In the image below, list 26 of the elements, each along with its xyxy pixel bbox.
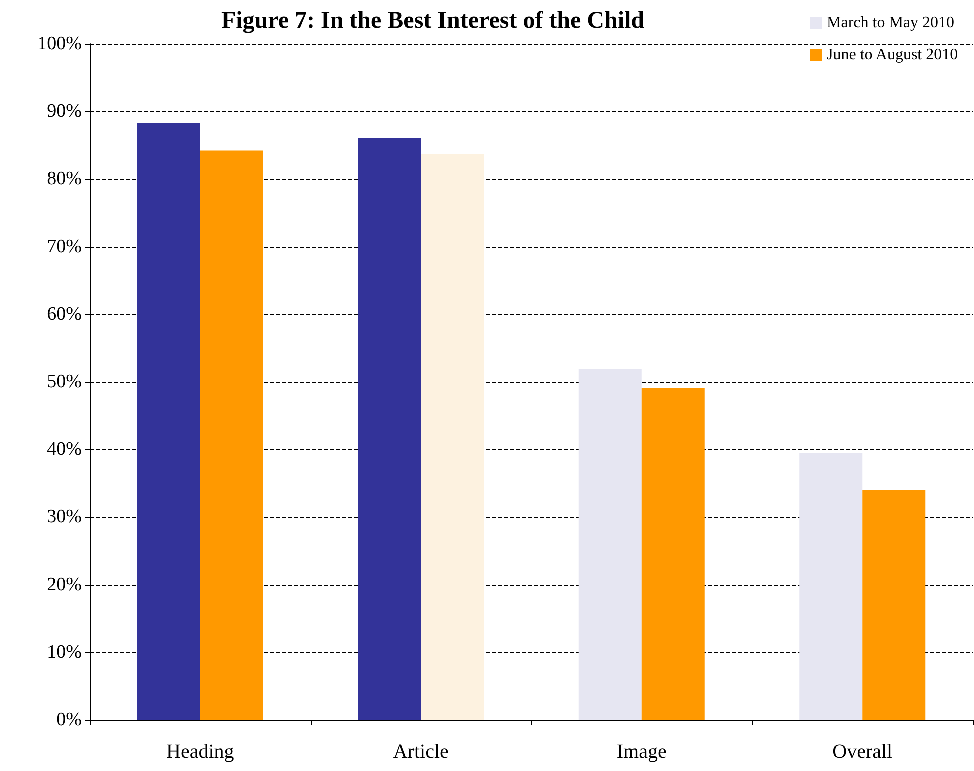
- y-tick-label: 40%: [47, 439, 82, 460]
- bar: [642, 388, 705, 720]
- y-tick-label: 70%: [47, 236, 82, 258]
- y-tick-label: 90%: [47, 101, 82, 122]
- legend-label: June to August 2010: [827, 46, 958, 64]
- y-tick-label: 100%: [38, 34, 82, 54]
- y-tick-label: 50%: [47, 372, 82, 392]
- y-tick-label: 10%: [47, 642, 82, 663]
- y-tick-label: 80%: [47, 168, 82, 190]
- x-tick-label: Image: [616, 741, 667, 763]
- bar: [200, 150, 264, 720]
- bar: [862, 490, 926, 720]
- x-tick-label: Article: [393, 741, 450, 763]
- x-tick-label: Overall: [832, 741, 894, 763]
- bar: [358, 138, 422, 720]
- bar: [421, 154, 484, 720]
- y-tick-label: 30%: [47, 506, 82, 528]
- bar: [800, 452, 863, 720]
- y-tick-label: 60%: [47, 304, 82, 325]
- y-tick-label: 20%: [47, 574, 82, 596]
- chart-title: Figure 7: In the Best Interest of the Child: [221, 8, 646, 34]
- bar: [137, 123, 200, 720]
- y-tick-label: 0%: [56, 710, 82, 730]
- bar: [578, 369, 642, 720]
- x-tick-label: Heading: [166, 741, 234, 763]
- legend-label: March to May 2010: [827, 14, 955, 32]
